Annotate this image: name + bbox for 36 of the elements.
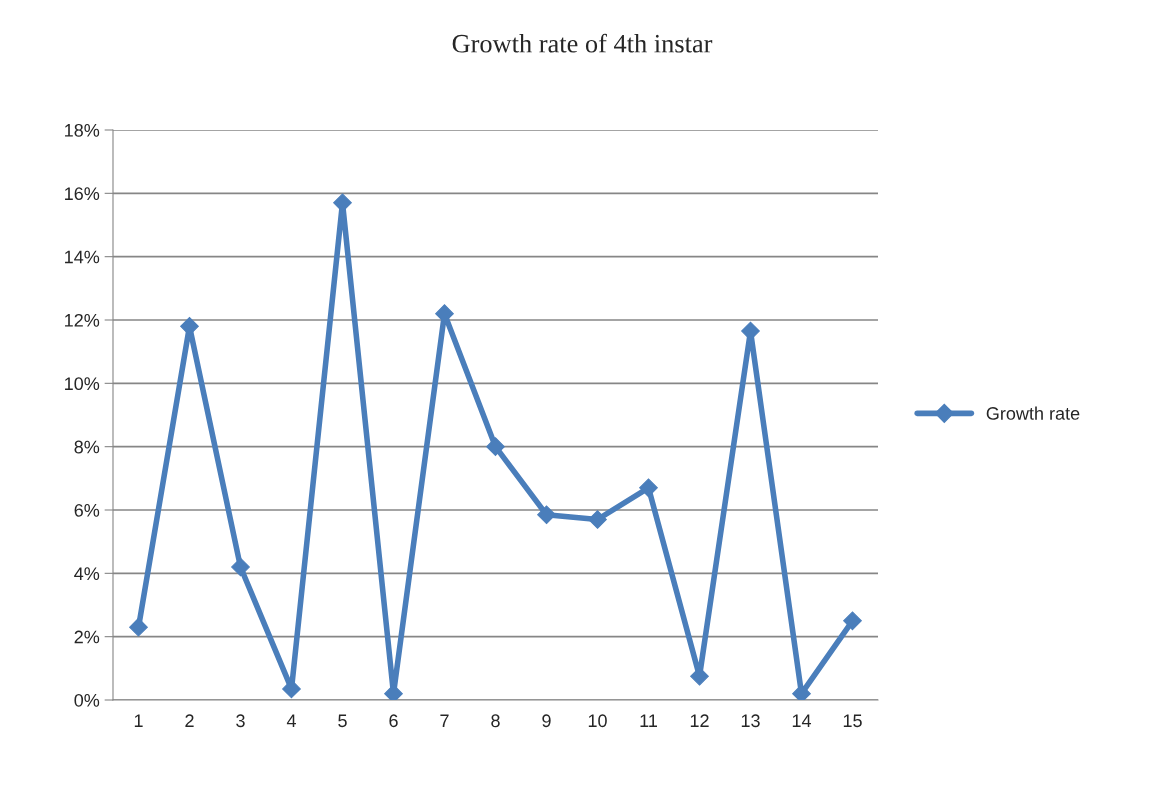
y-tick-label: 4%: [74, 567, 100, 580]
point: [231, 557, 250, 577]
point: [486, 437, 505, 457]
point: [588, 510, 607, 529]
x-tick-label: 10: [588, 714, 607, 728]
point: [792, 684, 811, 700]
x-tick-label: 15: [843, 714, 862, 728]
x-tick-label: 9: [542, 714, 551, 728]
y-tick-label: 16%: [65, 187, 100, 201]
x-tick-label: 1: [134, 714, 143, 727]
legend-label: Growth rate: [986, 406, 1080, 420]
point: [180, 316, 199, 336]
x-tick-label: 6: [389, 714, 398, 728]
x-tick-label: 4: [286, 714, 296, 727]
x-tick-label: 7: [440, 714, 449, 727]
x-tick-label: 14: [792, 714, 812, 727]
x-tick-label: 3: [236, 714, 245, 728]
point: [129, 617, 148, 637]
y-tick-label: 12%: [65, 313, 100, 327]
x-tick-label: 5: [338, 714, 347, 728]
y-tick-label: 0%: [74, 693, 100, 707]
y-tick-label: 18%: [65, 123, 100, 137]
y-tick-label: 6%: [74, 503, 100, 517]
x-tick-label: 8: [491, 714, 500, 728]
y-tick-label: 8%: [74, 440, 100, 454]
point: [639, 478, 658, 498]
x-tick-label: 13: [741, 714, 760, 728]
point: [843, 611, 862, 631]
y-tick-label: 10%: [65, 377, 100, 391]
x-tick-label: 12: [690, 714, 709, 727]
chart-title: Growth rate of 4th instar: [452, 33, 713, 53]
x-tick-label: 2: [185, 714, 194, 727]
x-tick-label: 11: [640, 714, 657, 727]
point: [537, 505, 556, 525]
y-tick-label: 14%: [65, 250, 100, 264]
y-tick-label: 2%: [74, 630, 100, 644]
